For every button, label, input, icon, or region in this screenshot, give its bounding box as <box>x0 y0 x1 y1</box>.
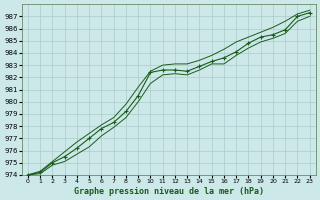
X-axis label: Graphe pression niveau de la mer (hPa): Graphe pression niveau de la mer (hPa) <box>74 187 264 196</box>
